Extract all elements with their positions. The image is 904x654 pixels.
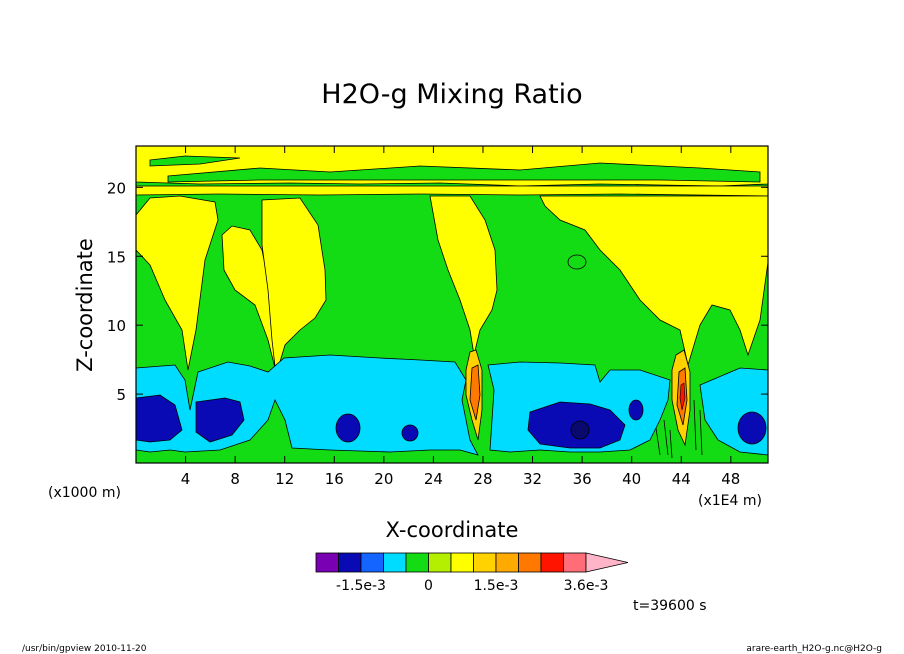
footer-left: /usr/bin/gpview 2010-11-20 (22, 644, 147, 654)
x-ticks: 4 8 12 16 20 24 28 32 36 40 44 48 (181, 146, 740, 488)
x-tick-label: 4 (181, 470, 191, 488)
core-navy-1 (570, 420, 590, 440)
colorbar-swatch (383, 552, 407, 573)
colorbar-swatch (405, 552, 429, 573)
colorbar-swatch (360, 552, 384, 573)
blob-green (567, 254, 587, 270)
y-ticks: 5 10 15 20 (107, 179, 768, 404)
core-blue-2 (195, 397, 245, 443)
x-tick-label: 12 (275, 470, 294, 488)
plume-yellow-4 (429, 195, 498, 356)
colorbar-arrow (585, 552, 629, 573)
colorbar-labels: -1.5e-3 0 1.5e-3 3.6e-3 (336, 578, 608, 594)
y-tick-label: 10 (107, 317, 126, 335)
colorbar-swatch (315, 552, 339, 573)
colorbar-label: 3.6e-3 (564, 578, 609, 594)
core-blue-1 (136, 394, 183, 443)
plume-red (679, 382, 686, 411)
footer-right: arare-earth_H2O-g.nc@H2O-g (746, 644, 882, 654)
time-label: t=39600 s (633, 598, 707, 614)
y-tick-label: 5 (116, 386, 126, 404)
plot-area (136, 146, 768, 463)
x-axis-title: X-coordinate (386, 518, 519, 542)
y-axis-title: Z-coordinate (73, 238, 97, 372)
plot-frame (135, 145, 769, 464)
colorbar-swatch (338, 552, 362, 573)
colorbar-swatch (540, 552, 564, 573)
plume-yellow-1 (136, 195, 219, 371)
colorbar-swatch (428, 552, 452, 573)
x-tick-label: 8 (230, 470, 240, 488)
streaks (655, 399, 703, 459)
core-blue-7 (628, 399, 644, 421)
y-unit-label: (x1E4 m) (698, 493, 762, 509)
y-tick-label: 20 (107, 179, 126, 197)
colorbar-swatch (518, 552, 542, 573)
colorbar-swatch (473, 552, 497, 573)
y-tick-label: 15 (107, 248, 126, 266)
colorbar-swatch (563, 552, 587, 573)
x-unit-label: (x1000 m) (48, 485, 121, 501)
core-blue-3 (335, 413, 361, 443)
x-tick-label: 20 (374, 470, 393, 488)
colorbar-swatch (450, 552, 474, 573)
x-tick-label: 16 (325, 470, 344, 488)
chart-title: H2O-g Mixing Ratio (321, 79, 582, 110)
x-tick-label: 44 (672, 470, 691, 488)
plume-orange-1-core (469, 364, 481, 421)
colorbar-label: -1.5e-3 (336, 578, 386, 594)
field-yellow-line (136, 185, 768, 197)
x-tick-label: 24 (424, 470, 443, 488)
x-tick-label: 32 (523, 470, 542, 488)
colorbar-swatch (495, 552, 519, 573)
field-green-band2 (149, 155, 241, 167)
core-blue-4 (401, 424, 419, 442)
colorbar (315, 552, 629, 573)
x-tick-label: 36 (573, 470, 592, 488)
core-blue-6 (737, 411, 767, 445)
colorbar-label: 0 (424, 578, 433, 594)
x-tick-label: 40 (622, 470, 641, 488)
x-tick-label: 28 (473, 470, 492, 488)
field-green-band (167, 162, 761, 183)
plume-yellow-3 (261, 197, 327, 376)
x-tick-label: 48 (721, 470, 740, 488)
colorbar-label: 1.5e-3 (474, 578, 519, 594)
